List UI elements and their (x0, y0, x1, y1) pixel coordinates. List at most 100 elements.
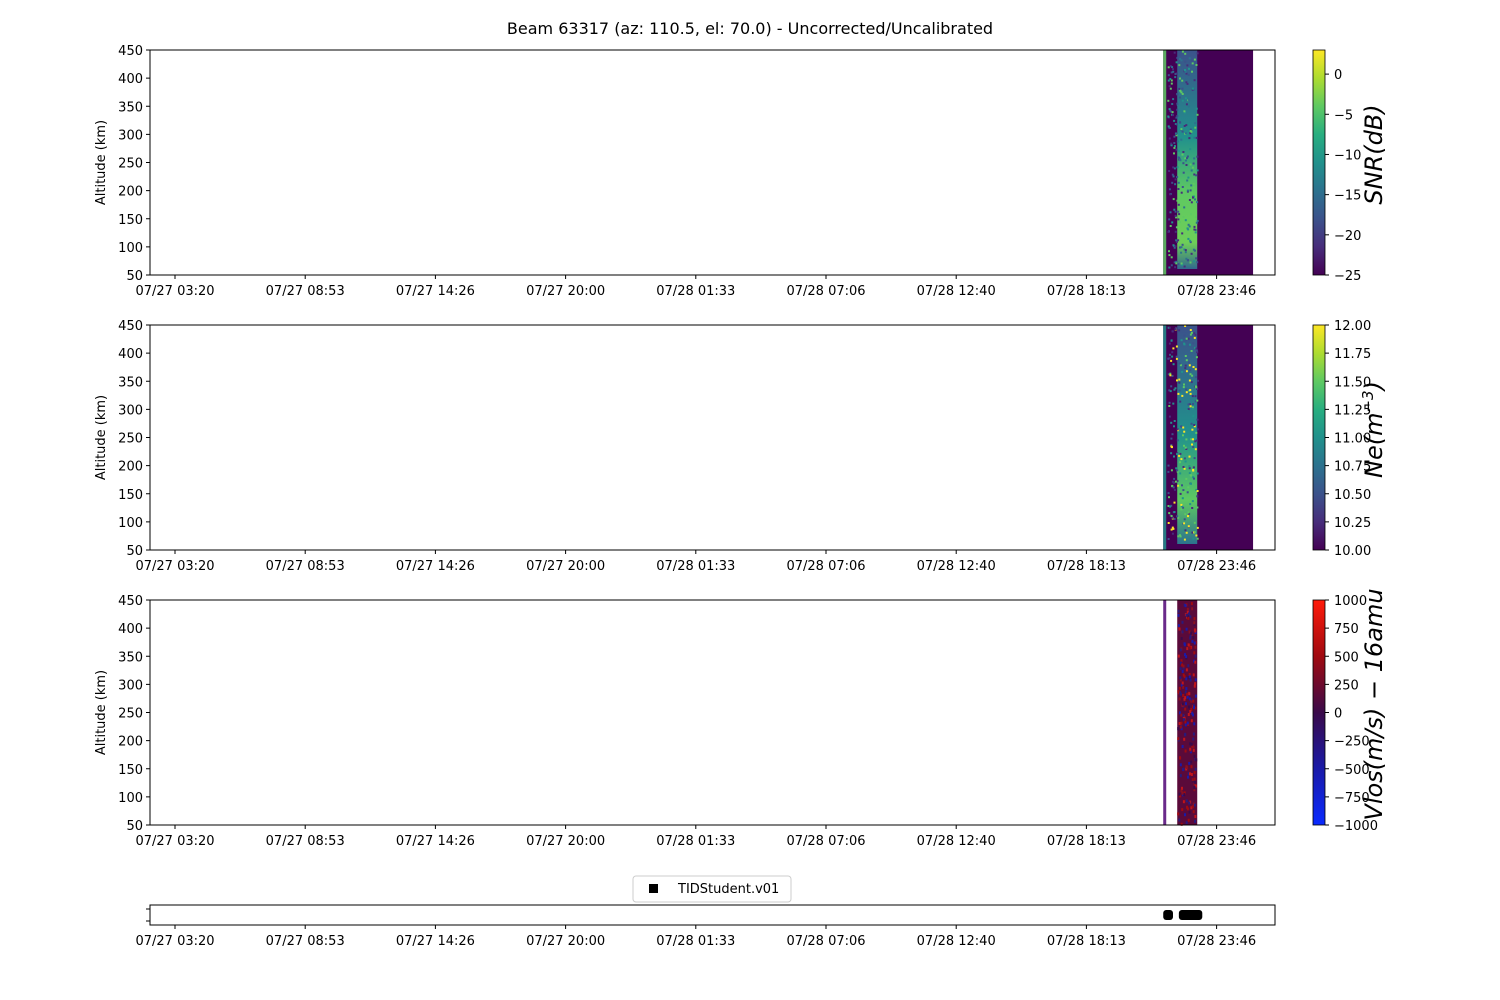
data-speckle (1194, 780, 1196, 784)
data-speckle (1171, 484, 1174, 487)
data-speckle (1192, 745, 1195, 749)
data-speckle (1193, 684, 1196, 688)
data-speckle (1193, 173, 1196, 176)
x-tick-label: 07/28 12:40 (917, 559, 996, 574)
data-speckle (1196, 399, 1199, 402)
data-speckle (1171, 173, 1174, 176)
data-speckle (1193, 771, 1196, 775)
x-tick-label: 07/27 20:00 (526, 284, 605, 299)
data-speckle (1187, 237, 1190, 240)
data-speckle (1177, 727, 1180, 731)
data-speckle (1193, 157, 1196, 160)
data-speckle (1189, 646, 1192, 650)
x-tick-label: 07/28 12:40 (917, 284, 996, 299)
data-speckle (1194, 368, 1197, 371)
data-speckle (1176, 104, 1179, 106)
data-speckle (1196, 472, 1199, 475)
data-speckle (1181, 370, 1184, 373)
data-speckle (1169, 505, 1171, 508)
data-speckle (1184, 604, 1187, 608)
data-speckle (1195, 488, 1198, 491)
data-speckle (1191, 408, 1194, 410)
data-speckle (1168, 389, 1171, 392)
data-speckle (1184, 157, 1187, 160)
data-speckle (1183, 522, 1186, 525)
x-tick-label: 07/28 07:06 (786, 284, 865, 299)
data-speckle (1180, 637, 1183, 640)
data-speckle (1182, 506, 1185, 509)
data-speckle (1185, 370, 1188, 373)
data-speckle (1194, 231, 1197, 234)
data-speckle (1188, 697, 1191, 701)
data-speckle (1170, 339, 1173, 342)
data-speckle (1193, 424, 1196, 426)
data-speckle (1172, 347, 1175, 350)
colorbar-tick-label: 10.75 (1334, 460, 1371, 475)
data-speckle (1192, 673, 1195, 677)
data-speckle (1196, 506, 1199, 509)
data-speckle (1191, 607, 1194, 611)
data-speckle (1172, 114, 1174, 117)
y-tick-label: 450 (118, 319, 143, 334)
legend-marker (649, 884, 658, 893)
data-speckle (1188, 692, 1191, 696)
data-speckle (1173, 119, 1176, 122)
data-speckle (1180, 721, 1183, 725)
data-speckle (1180, 128, 1183, 131)
data-speckle (1181, 99, 1184, 102)
data-speckle (1190, 381, 1193, 384)
data-speckle (1193, 706, 1195, 709)
data-speckle (1188, 801, 1191, 805)
data-speckle (1179, 725, 1182, 729)
data-speckle (1193, 336, 1196, 339)
data-speckle (1175, 134, 1178, 137)
data-speckle (1192, 342, 1195, 345)
data-speckle (1192, 636, 1195, 640)
data-speckle (1193, 136, 1196, 139)
data-speckle (1168, 512, 1171, 515)
data-speckle (1187, 486, 1190, 489)
data-speckle (1174, 328, 1177, 331)
data-speckle (1176, 470, 1179, 473)
data-speckle (1193, 777, 1196, 781)
data-speckle (1167, 99, 1170, 102)
data-speckle (1185, 627, 1188, 631)
data-speckle (1185, 799, 1188, 803)
data-speckle (1187, 818, 1190, 822)
data-speckle (1172, 166, 1175, 169)
data-speckle (1186, 82, 1189, 85)
data-speckle (1189, 333, 1192, 336)
data-speckle (1175, 345, 1178, 348)
data-speckle (1179, 246, 1182, 249)
data-speckle (1174, 178, 1177, 181)
data-speckle (1179, 492, 1182, 495)
data-speckle (1167, 470, 1170, 473)
data-speckle (1184, 446, 1187, 449)
data-speckle (1171, 532, 1174, 535)
colorbar-tick-label: −20 (1334, 229, 1361, 244)
data-speckle (1182, 466, 1185, 468)
data-speckle (1173, 146, 1176, 149)
data-speckle (1196, 113, 1199, 116)
data-speckle (1167, 125, 1170, 128)
data-speckle (1172, 486, 1175, 489)
vlos-colorbar: 1000 750 500 250 0 −250 −500 −750 −1000Vlos(m/s)… (1312, 588, 1388, 834)
data-speckle (1195, 431, 1198, 434)
data-speckle (1177, 624, 1180, 628)
data-speckle (1189, 772, 1191, 776)
data-speckle (1178, 381, 1181, 384)
data-column (1163, 325, 1167, 550)
data-speckle (1182, 666, 1185, 670)
data-speckle (1186, 64, 1189, 67)
data-speckle (1190, 806, 1193, 810)
data-speckle (1168, 342, 1171, 345)
data-speckle (1187, 616, 1190, 620)
data-speckle (1192, 713, 1194, 717)
data-speckle (1184, 367, 1187, 370)
data-speckle (1179, 711, 1181, 715)
data-speckle (1180, 339, 1183, 342)
colorbar-tick-label: 11.00 (1334, 432, 1371, 447)
data-speckle (1191, 507, 1194, 509)
x-tick-label: 07/28 07:06 (786, 934, 865, 949)
